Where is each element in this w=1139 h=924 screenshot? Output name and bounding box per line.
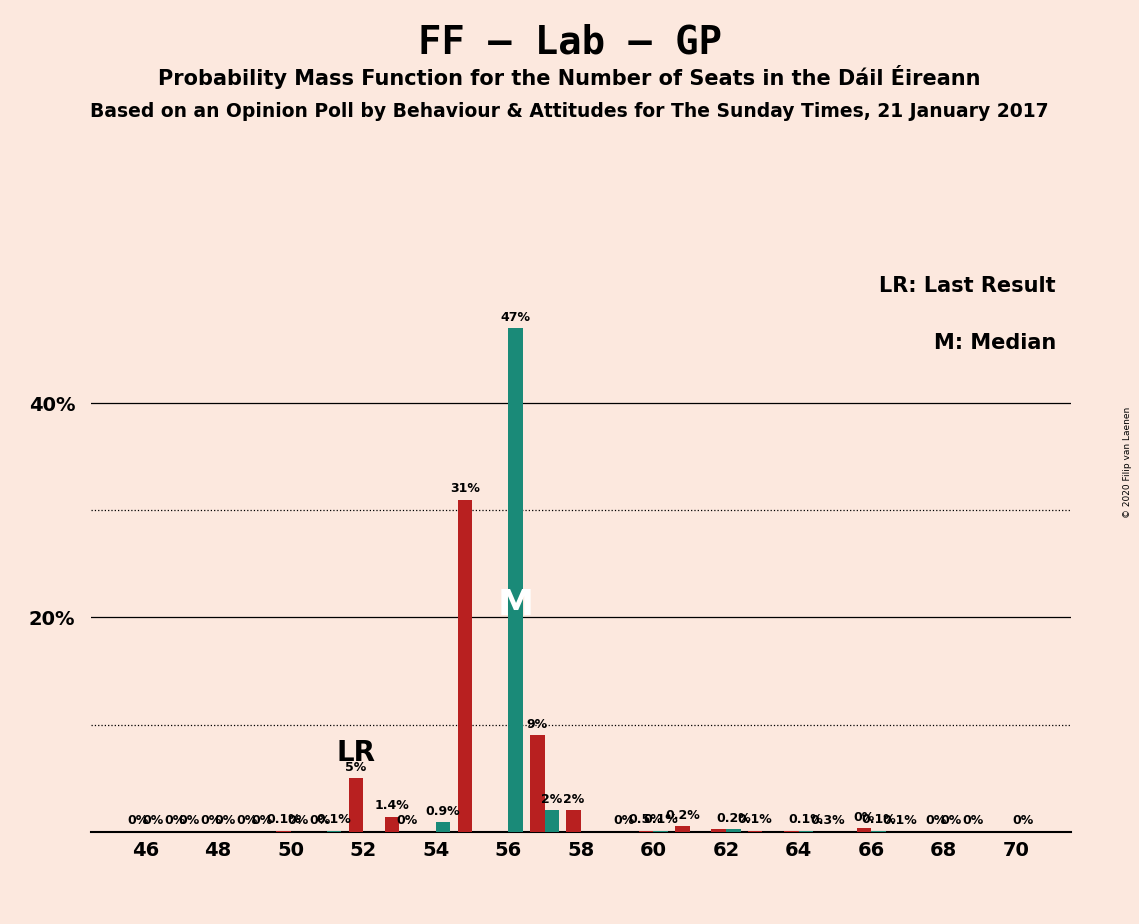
Text: 0%: 0%: [1013, 814, 1034, 827]
Text: 0.1%: 0.1%: [644, 813, 678, 826]
Text: 0%: 0%: [853, 811, 875, 824]
Text: 0%: 0%: [142, 814, 163, 827]
Text: FF – Lab – GP: FF – Lab – GP: [418, 23, 721, 61]
Text: 0%: 0%: [200, 814, 221, 827]
Bar: [639, 831, 654, 832]
Text: 0.1%: 0.1%: [788, 813, 823, 826]
Text: 1.4%: 1.4%: [375, 799, 410, 812]
Bar: [871, 831, 886, 832]
Text: 0%: 0%: [179, 814, 199, 827]
Text: M: M: [498, 588, 533, 622]
Bar: [349, 778, 363, 832]
Bar: [385, 817, 400, 832]
Text: Probability Mass Function for the Number of Seats in the Dáil Éireann: Probability Mass Function for the Number…: [158, 65, 981, 89]
Text: 0.1%: 0.1%: [883, 814, 918, 827]
Text: 0%: 0%: [309, 814, 330, 827]
Text: 0%: 0%: [251, 814, 272, 827]
Text: 0%: 0%: [396, 814, 417, 827]
Text: 0%: 0%: [941, 814, 961, 827]
Bar: [784, 831, 798, 832]
Text: 0.1%: 0.1%: [317, 813, 352, 826]
Text: 5%: 5%: [345, 760, 367, 773]
Text: 0.1%: 0.1%: [267, 813, 301, 826]
Text: 31%: 31%: [450, 482, 480, 495]
Text: 0%: 0%: [237, 814, 257, 827]
Text: LR: Last Result: LR: Last Result: [879, 276, 1056, 296]
Bar: [675, 826, 690, 832]
Bar: [544, 810, 559, 832]
Bar: [458, 500, 472, 832]
Text: 0.5%: 0.5%: [629, 813, 664, 826]
Text: 0%: 0%: [287, 814, 309, 827]
Text: Based on an Opinion Poll by Behaviour & Attitudes for The Sunday Times, 21 Janua: Based on an Opinion Poll by Behaviour & …: [90, 102, 1049, 121]
Bar: [327, 831, 342, 832]
Text: 9%: 9%: [527, 718, 548, 731]
Text: 2%: 2%: [563, 793, 584, 806]
Bar: [276, 831, 290, 832]
Bar: [798, 831, 813, 832]
Text: 0.1%: 0.1%: [861, 813, 895, 826]
Bar: [726, 830, 740, 832]
Text: 0%: 0%: [215, 814, 236, 827]
Text: 0%: 0%: [614, 814, 636, 827]
Text: 0%: 0%: [164, 814, 186, 827]
Bar: [654, 831, 667, 832]
Bar: [436, 822, 450, 832]
Text: 0.2%: 0.2%: [716, 812, 751, 825]
Text: 0%: 0%: [128, 814, 149, 827]
Text: LR: LR: [336, 739, 376, 767]
Bar: [566, 810, 581, 832]
Bar: [712, 830, 726, 832]
Bar: [508, 328, 523, 832]
Text: 0%: 0%: [926, 814, 947, 827]
Bar: [857, 829, 871, 832]
Text: M: Median: M: Median: [934, 334, 1056, 353]
Text: 0.9%: 0.9%: [426, 805, 460, 818]
Bar: [748, 831, 762, 832]
Bar: [530, 736, 544, 832]
Text: © 2020 Filip van Laenen: © 2020 Filip van Laenen: [1123, 407, 1132, 517]
Text: 0.3%: 0.3%: [810, 814, 845, 827]
Text: 2%: 2%: [541, 793, 563, 806]
Text: 47%: 47%: [500, 311, 531, 324]
Text: 0.1%: 0.1%: [738, 813, 772, 826]
Text: 0.2%: 0.2%: [665, 809, 699, 822]
Text: 0%: 0%: [962, 814, 983, 827]
